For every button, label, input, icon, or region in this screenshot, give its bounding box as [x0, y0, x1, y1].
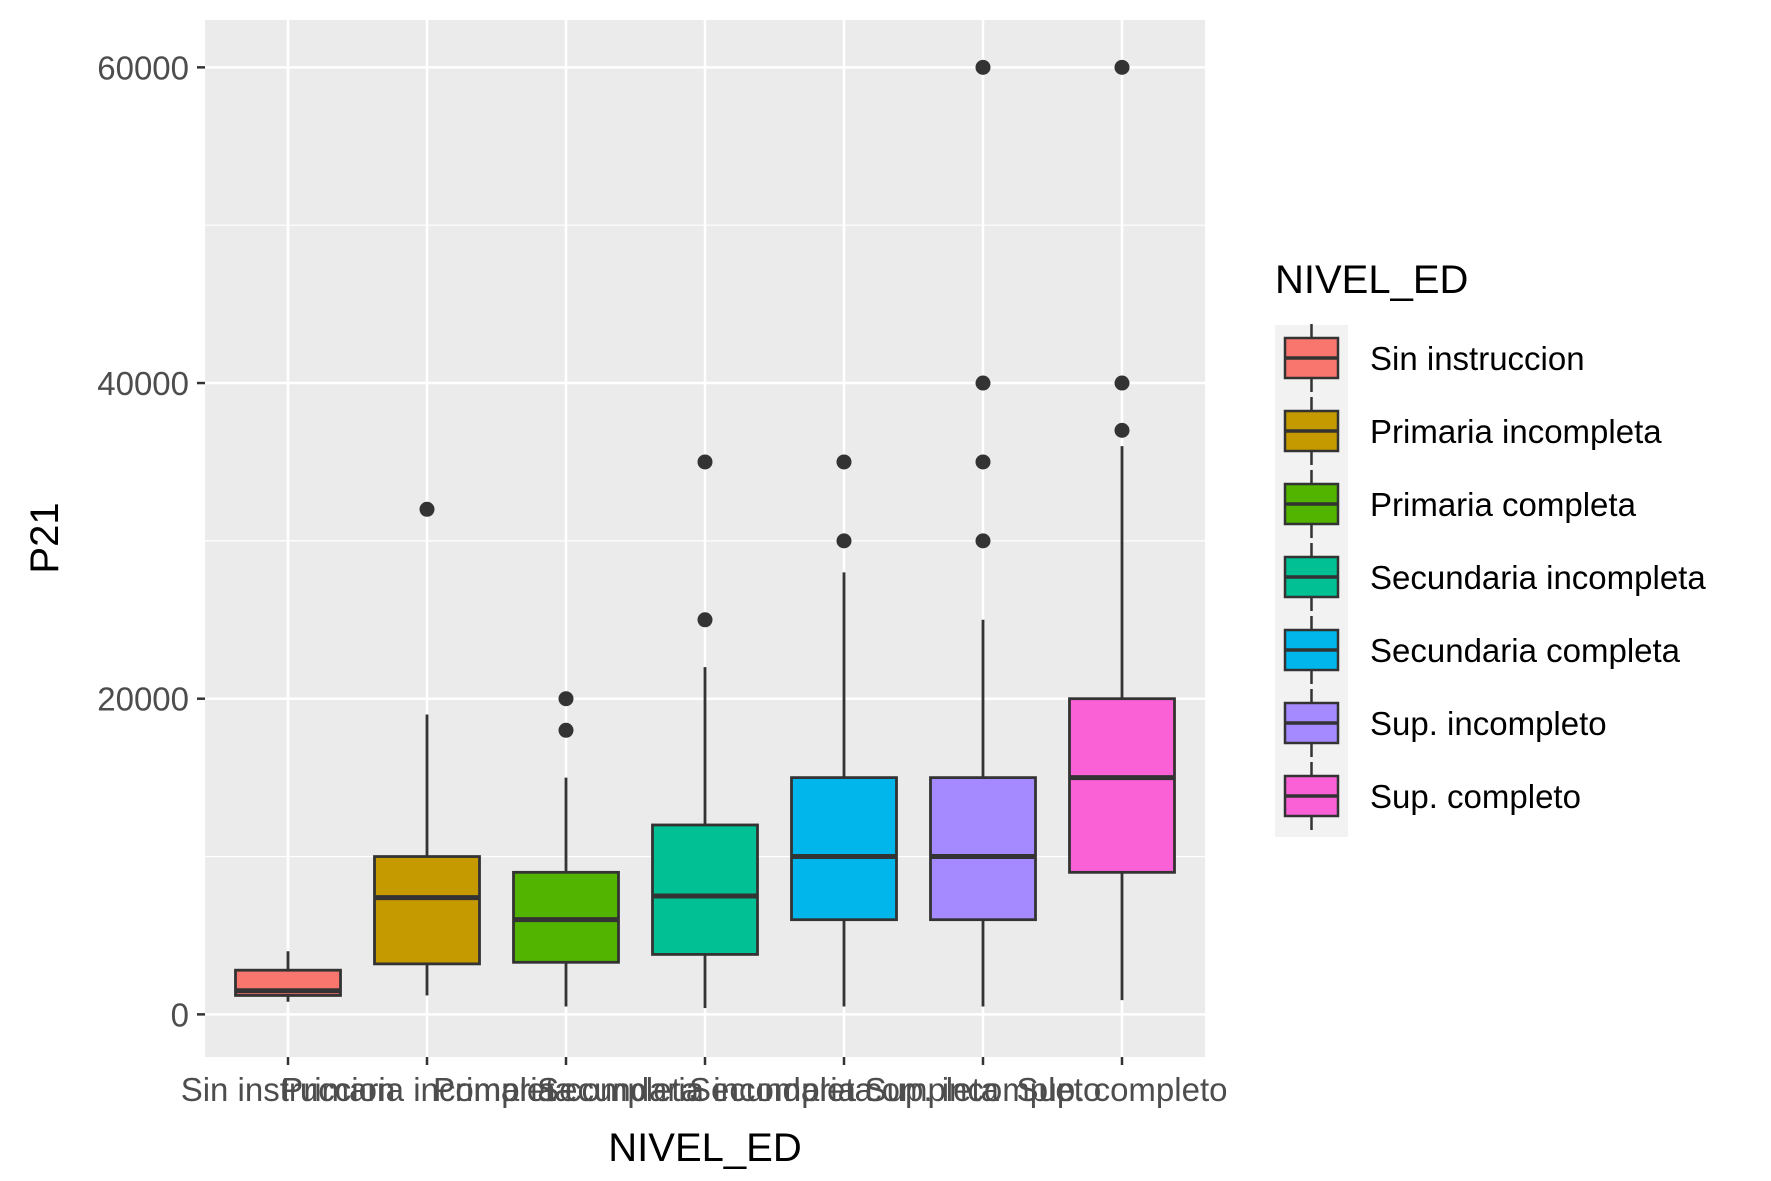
- outlier-point: [975, 375, 991, 391]
- outlier-point: [1114, 422, 1130, 438]
- x-tick-label: Sin instruccion: [181, 1071, 396, 1108]
- legend-label: Secundaria incompleta: [1370, 559, 1706, 596]
- boxes: [234, 59, 1176, 1009]
- legend-label: Primaria completa: [1370, 486, 1637, 523]
- legend-item: Secundaria completa: [1283, 616, 1681, 684]
- box-2: [373, 501, 481, 996]
- x-axis-title: NIVEL_ED: [608, 1126, 801, 1170]
- legend-item: Primaria incompleta: [1283, 397, 1662, 465]
- legend-title: NIVEL_ED: [1275, 258, 1468, 302]
- box-body: [651, 823, 759, 956]
- outlier-point: [558, 691, 574, 707]
- y-tick-label: 60000: [97, 49, 189, 86]
- outlier-point: [1114, 59, 1130, 75]
- outlier-point: [975, 59, 991, 75]
- box-6: [929, 59, 1037, 1007]
- legend: NIVEL_ED Sin instruccion Primaria incompl…: [1275, 258, 1706, 837]
- y-tick-label: 40000: [97, 365, 189, 402]
- y-tick-label: 20000: [97, 681, 189, 718]
- legend-item: Sin instruccion: [1283, 324, 1585, 392]
- outlier-point: [1114, 375, 1130, 391]
- outlier-point: [419, 501, 435, 517]
- box-body: [929, 776, 1037, 922]
- box-body: [1068, 697, 1176, 874]
- outlier-point: [558, 722, 574, 738]
- legend-label: Secundaria completa: [1370, 632, 1681, 669]
- legend-item: Primaria completa: [1283, 470, 1637, 538]
- box-3: [512, 691, 620, 1007]
- legend-item: Secundaria incompleta: [1283, 543, 1706, 611]
- x-tick-label: Secundaria completa: [689, 1071, 1000, 1108]
- x-tick-label: Secundaria incompleta: [537, 1071, 873, 1108]
- outlier-point: [975, 454, 991, 470]
- legend-item: Sup. incompleto: [1283, 689, 1607, 757]
- box-body: [790, 776, 898, 922]
- legend-label: Primaria incompleta: [1370, 413, 1662, 450]
- box-7: [1068, 59, 1176, 1001]
- box-body: [373, 855, 481, 966]
- outlier-point: [697, 454, 713, 470]
- outlier-point: [975, 533, 991, 549]
- legend-label: Sin instruccion: [1370, 340, 1585, 377]
- x-tick-label: Sup. completo: [1017, 1071, 1228, 1108]
- box-1: [234, 951, 342, 1002]
- box-4: [651, 454, 759, 1009]
- x-tick-label: Primaria incompleta: [281, 1071, 573, 1108]
- legend-item: Sup. completo: [1283, 762, 1581, 830]
- legend-label: Sup. completo: [1370, 778, 1581, 815]
- y-tick-label: 0: [171, 996, 189, 1033]
- outlier-point: [836, 533, 852, 549]
- legend-label: Sup. incompleto: [1370, 705, 1607, 742]
- y-axis-title: P21: [23, 502, 67, 573]
- box-5: [790, 454, 898, 1007]
- outlier-point: [697, 612, 713, 628]
- x-tick-label: Sup. incompleto: [865, 1071, 1102, 1108]
- x-tick-label: Primaria completa: [433, 1071, 700, 1108]
- outlier-point: [836, 454, 852, 470]
